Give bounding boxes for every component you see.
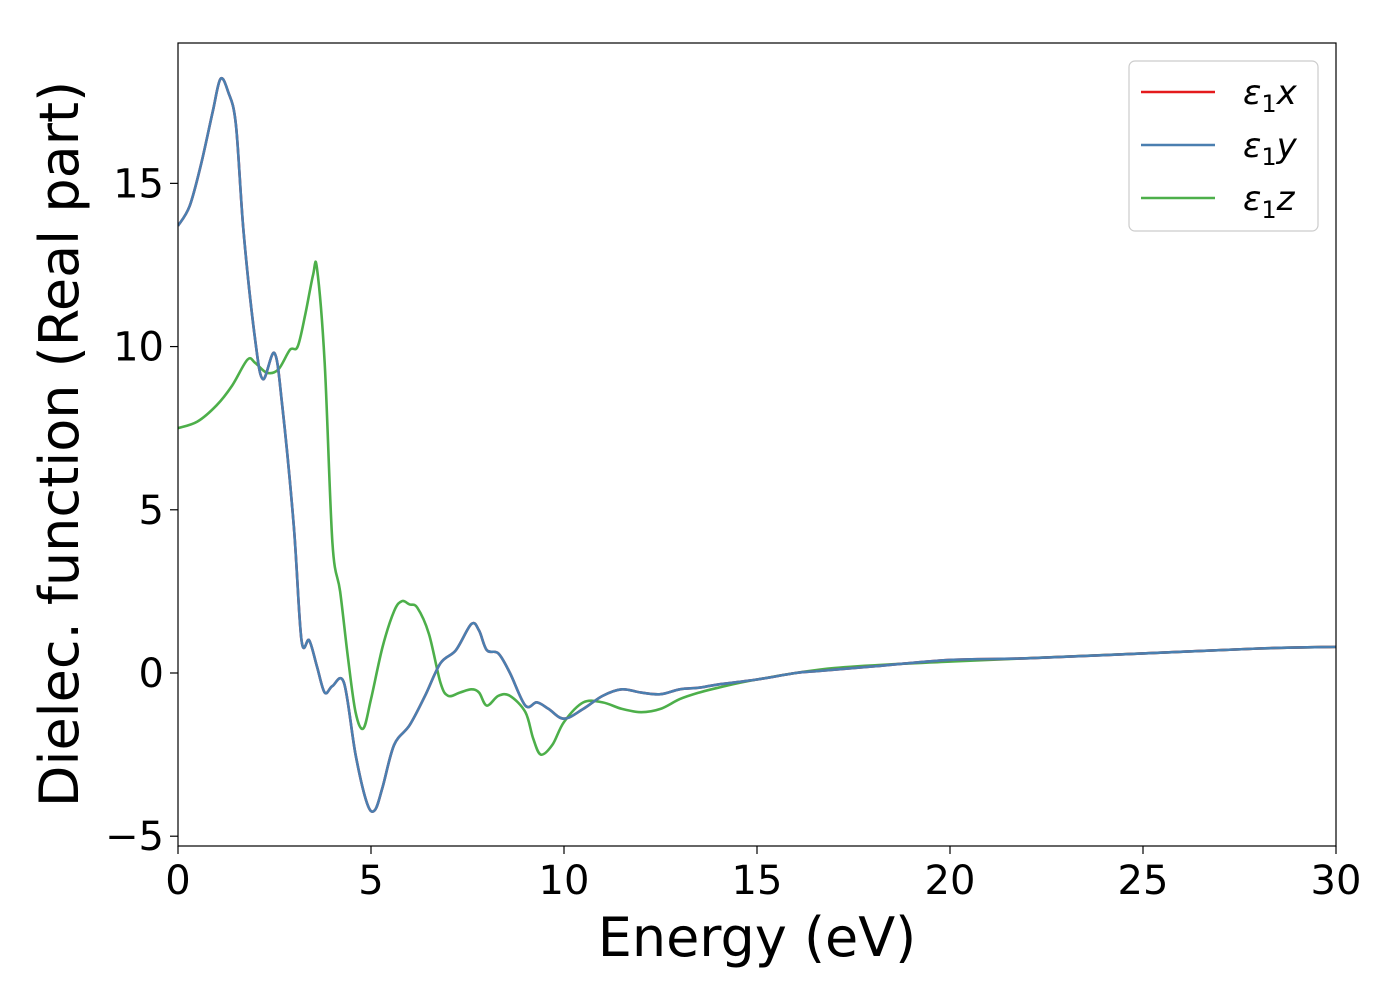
- legend-label-x: ε1x: [1243, 73, 1298, 118]
- x-tick-label: 10: [539, 858, 590, 904]
- x-tick-label: 15: [732, 858, 783, 904]
- series-line-y: [178, 76, 1336, 813]
- y-axis: −5 0 5 10 15: [105, 161, 178, 860]
- y-tick-label: 15: [113, 161, 164, 207]
- y-tick-label: 5: [139, 488, 164, 534]
- x-tick-label: 5: [358, 858, 383, 904]
- x-tick-label: 30: [1311, 858, 1362, 904]
- x-tick-label: 25: [1118, 858, 1169, 904]
- legend: ε1x ε1y ε1z: [1128, 60, 1319, 232]
- legend-label-y: ε1y: [1243, 126, 1298, 171]
- series-line-z: [178, 260, 1336, 757]
- y-tick-label: 0: [139, 651, 164, 697]
- x-tick-label: 20: [925, 858, 976, 904]
- x-tick-label: 0: [165, 858, 190, 904]
- x-axis: 0 5 10 15 20 25 30: [165, 846, 1361, 904]
- legend-box: [1128, 60, 1319, 232]
- y-tick-label: −5: [105, 814, 164, 860]
- y-axis-title: Dielec. function (Real part): [28, 81, 91, 807]
- x-axis-title: Energy (eV): [598, 906, 917, 969]
- plot-area: [178, 76, 1336, 813]
- legend-label-z: ε1z: [1243, 179, 1296, 224]
- y-tick-label: 10: [113, 325, 164, 371]
